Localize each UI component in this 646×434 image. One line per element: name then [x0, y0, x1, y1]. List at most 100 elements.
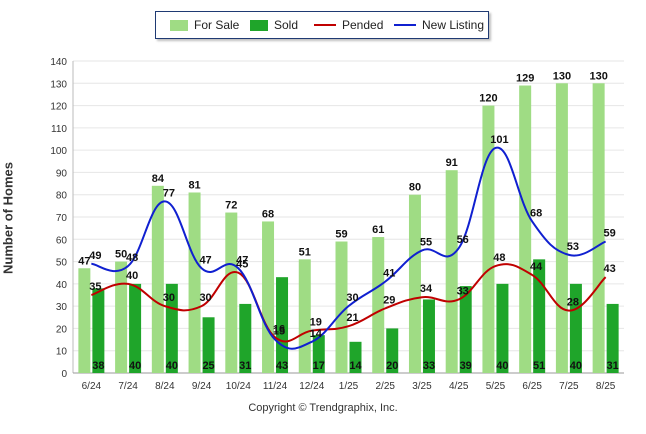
bar-sold: [165, 283, 178, 373]
data-label-sold: 14: [349, 360, 362, 372]
data-label-sold: 51: [533, 360, 545, 372]
data-label-for-sale: 59: [335, 229, 347, 241]
y-tick-label: 100: [50, 146, 67, 157]
x-tick-label: 7/25: [559, 381, 579, 392]
data-label-sold: 31: [607, 360, 619, 372]
data-label-for-sale: 91: [446, 157, 458, 169]
y-tick-label: 70: [56, 213, 68, 224]
lines: [91, 146, 607, 350]
x-tick-label: 8/25: [596, 381, 616, 392]
data-label-pended: 33: [457, 285, 469, 297]
bar-for-sale: [225, 212, 238, 373]
data-label-new-listing: 47: [199, 254, 211, 266]
data-label-for-sale: 130: [589, 70, 607, 82]
bar-for-sale: [115, 261, 128, 373]
data-label-pended: 29: [383, 294, 395, 306]
bar-for-sale: [519, 85, 532, 373]
data-labels: 47 50 84 81 72 68 51 59 61 80 91 120 129 130 130 38 40 40…: [78, 70, 619, 372]
bar-sold: [202, 317, 215, 373]
data-label-for-sale: 68: [262, 208, 274, 220]
data-label-new-listing: 47: [236, 254, 248, 266]
data-label-for-sale: 80: [409, 182, 421, 194]
data-label-sold: 43: [276, 360, 288, 372]
y-tick-label: 80: [56, 191, 68, 202]
data-label-for-sale: 84: [152, 173, 165, 185]
data-label-new-listing: 101: [490, 134, 508, 146]
data-label-pended: 43: [604, 263, 616, 275]
data-label-for-sale: 61: [372, 224, 384, 236]
data-label-sold: 40: [570, 360, 582, 372]
bar-sold: [312, 335, 325, 373]
data-label-pended: 21: [346, 312, 358, 324]
bar-sold: [276, 277, 289, 373]
copyright-text: Copyright © Trendgraphix, Inc.: [248, 402, 398, 414]
data-label-new-listing: 49: [89, 250, 101, 262]
data-label-pended: 28: [567, 297, 579, 309]
data-label-sold: 33: [423, 360, 435, 372]
data-label-pended: 45: [236, 259, 248, 271]
x-tick-label: 12/24: [299, 381, 324, 392]
data-label-sold: 40: [129, 360, 141, 372]
bar-for-sale: [482, 105, 495, 374]
data-label-sold: 38: [92, 360, 104, 372]
bar-for-sale: [188, 192, 201, 373]
y-tick-label: 30: [56, 302, 68, 313]
data-label-sold: 20: [386, 360, 398, 372]
data-label-for-sale: 130: [553, 70, 571, 82]
data-label-sold: 39: [460, 360, 472, 372]
data-label-pended: 30: [199, 292, 211, 304]
data-label-for-sale: 120: [479, 93, 497, 105]
legend-label-new-listing: New Listing: [422, 18, 485, 32]
data-label-sold: 40: [496, 360, 508, 372]
y-tick-label: 0: [61, 369, 67, 380]
bar-sold: [386, 328, 399, 373]
y-tick-label: 90: [56, 168, 68, 179]
bar-sold: [533, 259, 546, 373]
data-label-for-sale: 72: [225, 200, 237, 212]
data-label-new-listing: 48: [126, 252, 138, 264]
bar-for-sale: [555, 83, 568, 374]
data-label-sold: 40: [166, 360, 178, 372]
data-label-pended: 34: [420, 283, 433, 295]
bar-for-sale: [592, 83, 605, 374]
data-label-sold: 17: [313, 360, 325, 372]
data-label-pended: 30: [163, 292, 175, 304]
x-tick-label: 10/24: [226, 381, 251, 392]
data-label-sold: 25: [202, 360, 214, 372]
y-tick-label: 40: [56, 280, 68, 291]
y-tick-label: 50: [56, 258, 68, 269]
legend-swatch-new-listing: [394, 24, 416, 26]
data-label-new-listing: 59: [604, 228, 616, 240]
bar-for-sale: [445, 170, 458, 373]
x-tick-label: 9/24: [192, 381, 212, 392]
y-axis-label: Number of Homes: [0, 162, 16, 274]
data-label-new-listing: 55: [420, 236, 432, 248]
bar-for-sale: [372, 237, 385, 373]
legend-item-for-sale[interactable]: For Sale: [170, 12, 239, 38]
x-tick-label: 11/24: [263, 381, 288, 392]
bar-sold: [349, 341, 362, 373]
bar-for-sale: [78, 268, 91, 373]
x-tick-label: 4/25: [449, 381, 469, 392]
data-label-new-listing: 30: [346, 292, 358, 304]
y-tick-label: 130: [50, 79, 67, 90]
data-label-pended: 35: [89, 281, 101, 293]
legend-item-new-listing[interactable]: New Listing: [394, 12, 484, 38]
legend-label-pended: Pended: [342, 18, 384, 32]
data-label-new-listing: 14: [310, 328, 323, 340]
data-label-for-sale: 129: [516, 73, 534, 85]
data-label-new-listing: 77: [163, 187, 175, 199]
x-tick-label: 6/24: [82, 381, 102, 392]
bar-sold: [129, 283, 142, 373]
data-label-new-listing: 15: [273, 326, 285, 338]
y-tick-label: 140: [50, 57, 67, 68]
data-label-new-listing: 41: [383, 268, 395, 280]
bar-sold: [606, 303, 619, 373]
legend-item-pended[interactable]: Pended: [314, 12, 383, 38]
x-tick-label: 3/25: [412, 381, 432, 392]
bar-sold: [459, 286, 472, 373]
x-tick-label: 2/25: [375, 381, 395, 392]
legend-item-sold[interactable]: Sold: [250, 12, 298, 38]
y-tick-label: 60: [56, 235, 68, 246]
